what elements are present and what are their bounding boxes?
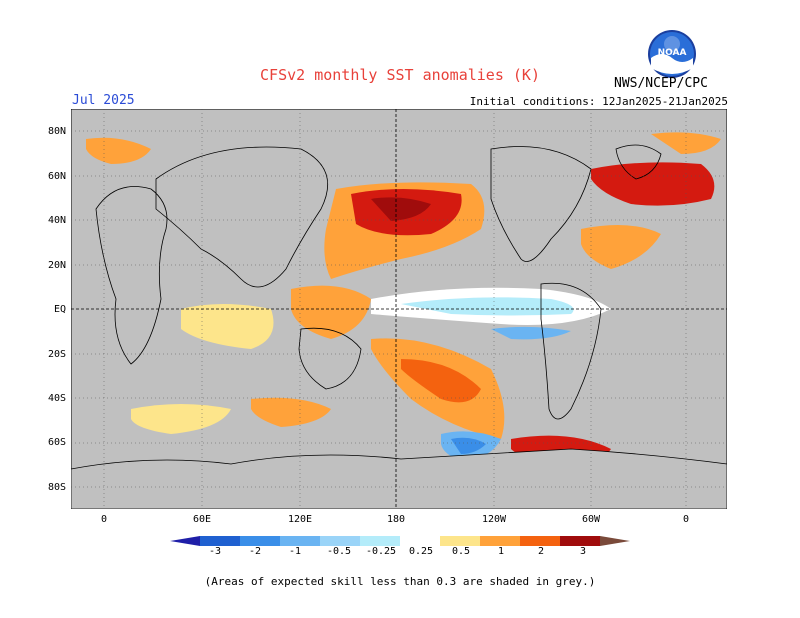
anomaly-warm-region	[251, 397, 331, 427]
anomaly-warm-region	[401, 359, 481, 403]
anomaly-warm-region	[581, 225, 661, 269]
initial-conditions: Initial conditions: 12Jan2025-21Jan2025	[469, 95, 728, 108]
anomaly-warm-region	[291, 285, 371, 339]
lat-label-40s: 40S	[47, 393, 66, 404]
lat-label-40n: 40N	[47, 215, 66, 226]
continent-outlines	[95, 144, 662, 420]
anomaly-warm-region	[591, 162, 715, 206]
colorbar-label: -0.25	[365, 546, 397, 557]
colorbar	[170, 533, 630, 561]
lon-label-180: 180	[386, 514, 406, 525]
colorbar-swatch	[440, 536, 480, 546]
lon-label-120e: 120E	[287, 514, 313, 525]
colorbar-swatch	[240, 536, 280, 546]
colorbar-swatch	[280, 536, 320, 546]
lat-label-60n: 60N	[47, 171, 66, 182]
lat-label-60s: 60S	[47, 437, 66, 448]
anomaly-weak-warm-region	[131, 404, 231, 434]
lon-label-120w: 120W	[481, 514, 507, 525]
colorbar-swatch	[520, 536, 560, 546]
footnote: (Areas of expected skill less than 0.3 a…	[204, 575, 596, 588]
colorbar-label: -3	[208, 546, 222, 557]
colorbar-label: 0.25	[408, 546, 434, 557]
colorbar-arrow-high	[600, 536, 630, 546]
colorbar-label: 3	[579, 546, 587, 557]
colorbar-label: 1	[497, 546, 505, 557]
anomaly-weak-warm-region	[181, 304, 274, 349]
anomaly-cool-region	[401, 297, 574, 316]
lon-label-60e: 60E	[192, 514, 212, 525]
lat-label-80n: 80N	[47, 126, 66, 137]
lat-label-20s: 20S	[47, 349, 66, 360]
colorbar-label: 0.5	[451, 546, 471, 557]
antarctica-outline	[70, 448, 728, 510]
agency-label: NWS/NCEP/CPC	[614, 76, 708, 91]
lat-label-20n: 20N	[47, 260, 66, 271]
anomaly-cool-region	[451, 437, 486, 454]
anomaly-cool-region	[491, 326, 571, 340]
colorbar-label: -2	[248, 546, 262, 557]
anomaly-warm-region	[651, 132, 721, 154]
colorbar-swatch	[200, 536, 240, 546]
logo-text: NOAA	[658, 48, 687, 58]
page-title: CFSv2 monthly SST anomalies (K)	[260, 66, 540, 84]
colorbar-label: -1	[288, 546, 302, 557]
colorbar-swatch	[560, 536, 600, 546]
lon-label-0-east: 0	[682, 514, 690, 525]
reference-lines	[71, 109, 727, 509]
sst-anomaly-map	[70, 108, 728, 510]
colorbar-arrow-low	[170, 536, 200, 546]
noaa-logo: NOAA	[646, 28, 698, 80]
colorbar-swatch	[480, 536, 520, 546]
anomaly-warm-region	[86, 137, 151, 164]
colorbar-swatch	[400, 536, 440, 546]
lon-label-0: 0	[100, 514, 108, 525]
colorbar-label: -0.5	[326, 546, 352, 557]
colorbar-swatch	[320, 536, 360, 546]
lon-label-60w: 60W	[581, 514, 601, 525]
lat-label-eq: EQ	[53, 304, 66, 315]
colorbar-label: 2	[537, 546, 545, 557]
colorbar-swatch	[360, 536, 400, 546]
anomaly-warm-region	[371, 197, 431, 221]
valid-month: Jul 2025	[72, 93, 135, 108]
lat-label-80s: 80S	[47, 482, 66, 493]
